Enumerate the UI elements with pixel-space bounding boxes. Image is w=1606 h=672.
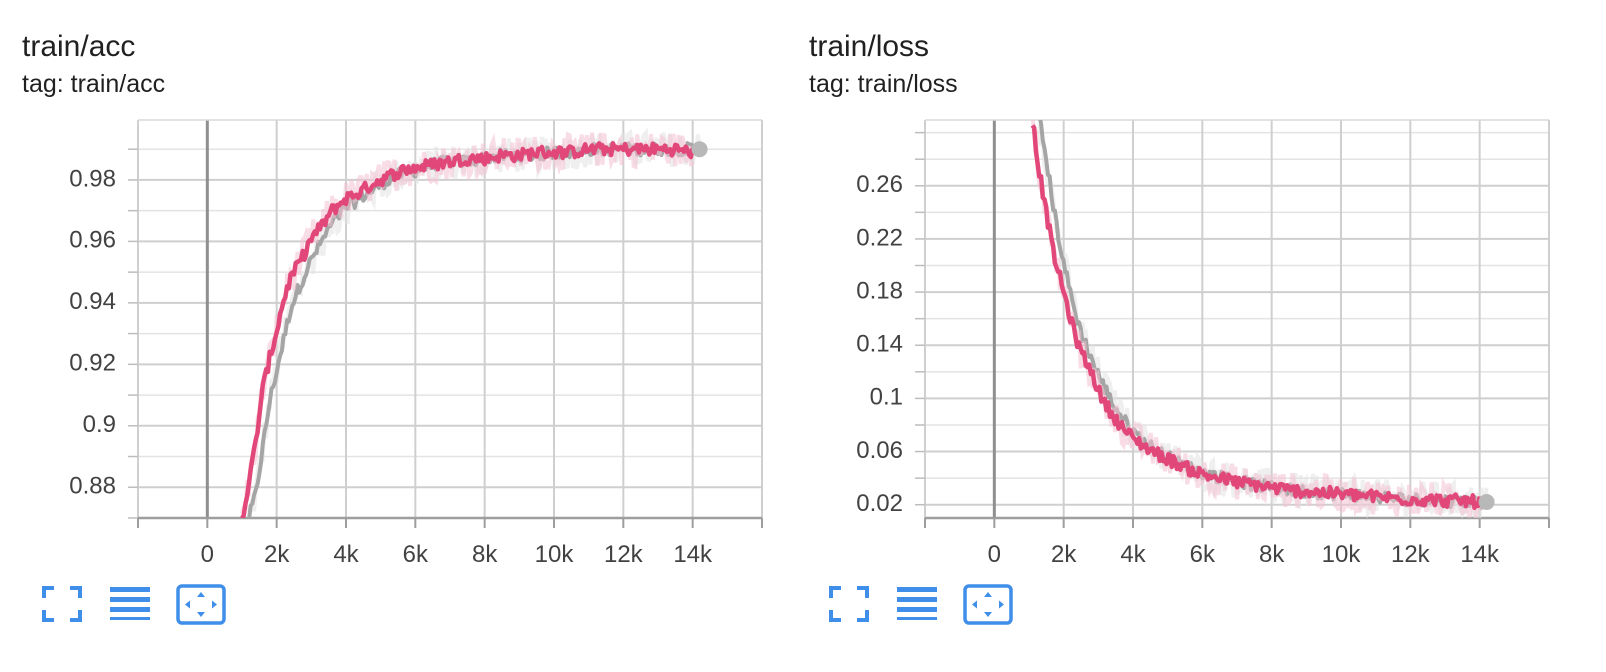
y-tick-label: 0.1 [870, 384, 903, 411]
x-tick-label: 8k [1259, 541, 1285, 568]
x-tick-label: 0 [201, 541, 214, 568]
y-tick-label: 0.94 [69, 288, 116, 315]
y-tick-label: 0.18 [856, 277, 903, 304]
raw-series-trace [1037, 123, 1489, 518]
fit-domain-button[interactable] [176, 584, 226, 625]
raw-series-trace [1030, 120, 1482, 518]
smoothed-series-line [240, 141, 695, 518]
y-tick-label: 0.96 [69, 227, 116, 254]
x-tick-label: 6k [403, 541, 429, 568]
fit-domain-icon [176, 584, 226, 625]
chart-card-train-loss: train/loss tag: train/loss 0.02 0.06 0.1 0.… [787, 0, 1577, 672]
fullscreen-button[interactable] [40, 584, 84, 624]
y-tick-label: 0.88 [69, 473, 116, 500]
baseline-series-line [1038, 120, 1488, 510]
x-tick-label: 10k [535, 541, 575, 568]
baseline-series-line [247, 141, 701, 518]
series-end-marker [1478, 494, 1495, 511]
x-tick-label: 8k [472, 541, 498, 568]
y-tick-label: 0.22 [856, 224, 903, 251]
log-scale-lines-icon [897, 587, 937, 620]
chart-plot-train-loss[interactable]: 0.02 0.06 0.1 0.14 0.18 0.22 0.26 0 2k 4k 6k 8k 10k 1… [787, 110, 1577, 570]
y-tick-label: 0.02 [856, 490, 903, 517]
y-tick-label: 0.26 [856, 171, 903, 198]
toggle-log-scale-button[interactable] [108, 584, 152, 624]
x-tick-label: 14k [1460, 541, 1500, 568]
chart-title: train/acc [22, 30, 136, 63]
y-tick-label: 0.06 [856, 437, 903, 464]
y-tick-label: 0.98 [69, 165, 116, 192]
fit-domain-icon [963, 584, 1013, 625]
chart-plot-train-acc[interactable]: 0.88 0.9 0.92 0.94 0.96 0.98 0 2k 4k 6k 8k 10k 12k 14… [0, 110, 790, 570]
fullscreen-icon [42, 586, 82, 622]
chart-subtitle: tag: train/acc [22, 70, 166, 98]
raw-series-trace [247, 127, 702, 514]
chart-subtitle: tag: train/loss [809, 70, 958, 98]
fullscreen-icon [829, 586, 869, 622]
x-tick-label: 4k [1120, 541, 1146, 568]
x-tick-label: 4k [333, 541, 359, 568]
x-tick-label: 0 [988, 541, 1001, 568]
y-tick-label: 0.9 [83, 411, 116, 438]
x-tick-label: 14k [673, 541, 713, 568]
x-tick-label: 2k [264, 541, 290, 568]
x-tick-label: 10k [1322, 541, 1362, 568]
x-tick-label: 2k [1051, 541, 1077, 568]
series-end-marker [691, 141, 708, 158]
x-tick-label: 6k [1190, 541, 1216, 568]
toggle-log-scale-button[interactable] [895, 584, 939, 624]
log-scale-lines-icon [110, 587, 150, 620]
y-tick-label: 0.14 [856, 331, 903, 358]
y-tick-label: 0.92 [69, 350, 116, 377]
chart-card-train-acc: train/acc tag: train/acc 0.88 0.9 0.92 0.94… [0, 0, 790, 672]
fullscreen-button[interactable] [827, 584, 871, 624]
fit-domain-button[interactable] [963, 584, 1013, 625]
smoothed-series-line [1030, 124, 1482, 511]
x-tick-label: 12k [604, 541, 644, 568]
chart-title: train/loss [809, 30, 930, 63]
x-tick-label: 12k [1391, 541, 1431, 568]
